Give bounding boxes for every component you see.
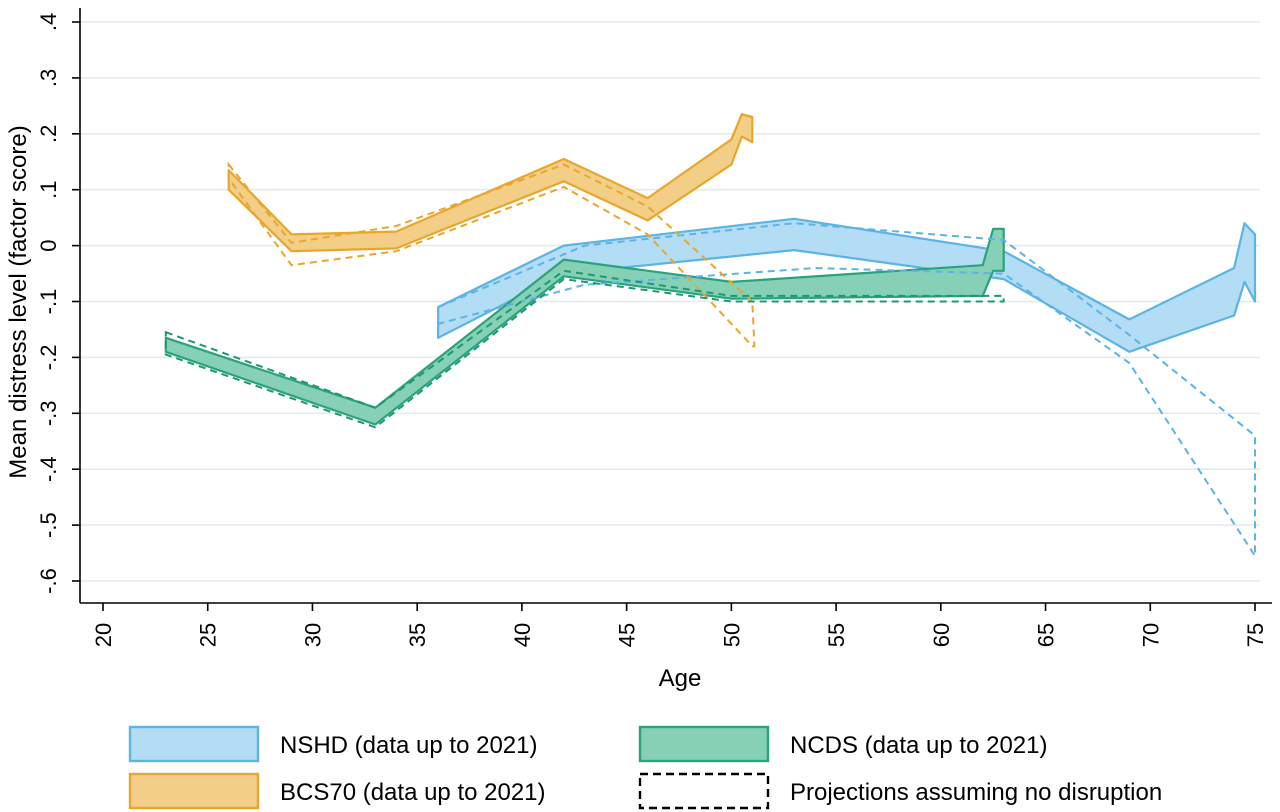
y-tick-label: .2 (36, 125, 61, 143)
x-tick-label: 75 (1243, 623, 1268, 647)
x-axis-label: Age (659, 665, 702, 692)
y-tick-label: -.4 (36, 456, 61, 482)
data-bands (164, 113, 1257, 560)
y-tick-label: -.1 (36, 289, 61, 315)
x-tick-label: 20 (91, 623, 116, 647)
legend-label: BCS70 (data up to 2021) (280, 779, 546, 806)
y-tick-label: -.3 (36, 400, 61, 426)
x-tick-label: 60 (929, 623, 954, 647)
x-tick-label: 55 (824, 623, 849, 647)
legend-swatch (128, 772, 260, 810)
x-tick-label: 50 (719, 623, 744, 647)
legend-swatch (128, 725, 260, 763)
ncds_proj-dashed (164, 269, 1005, 429)
y-axis-label: Mean distress level (factor score) (5, 125, 32, 478)
x-tick-label: 35 (405, 623, 430, 647)
legend-label: NCDS (data up to 2021) (790, 732, 1047, 759)
x-tick-label: 30 (300, 623, 325, 647)
y-tick-label: -.6 (36, 568, 61, 594)
y-ticks: .4 .3 .2 .1 0 -.1 -.2 -.3 -.4 -.5 -.6 (36, 13, 80, 594)
x-ticks: 20 25 30 35 40 45 50 55 60 65 70 75 (91, 603, 1268, 647)
y-tick-label: .4 (36, 13, 61, 31)
nshd-band (437, 217, 1257, 353)
legend-label: NSHD (data up to 2021) (280, 732, 537, 759)
bcs70-band (227, 113, 754, 253)
bcs70_proj-dashed (227, 161, 756, 348)
y-tick-label: .3 (36, 69, 61, 87)
x-tick-label: 70 (1138, 623, 1163, 647)
legend-swatch (638, 772, 770, 810)
legend-swatch (638, 725, 770, 763)
legend: NSHD (data up to 2021) NCDS (data up to 2… (128, 725, 1162, 810)
x-tick-label: 45 (615, 623, 640, 647)
legend-label: Projections assuming no disruption (790, 779, 1162, 806)
axes (79, 8, 1272, 604)
y-tick-label: -.5 (36, 512, 61, 538)
x-tick-label: 25 (196, 623, 221, 647)
y-tick-label: 0 (36, 239, 61, 251)
y-tick-label: -.2 (36, 345, 61, 371)
ncds-band (164, 227, 1005, 426)
x-tick-label: 40 (510, 623, 535, 647)
y-tick-label: .1 (36, 181, 61, 199)
x-tick-label: 65 (1034, 623, 1059, 647)
